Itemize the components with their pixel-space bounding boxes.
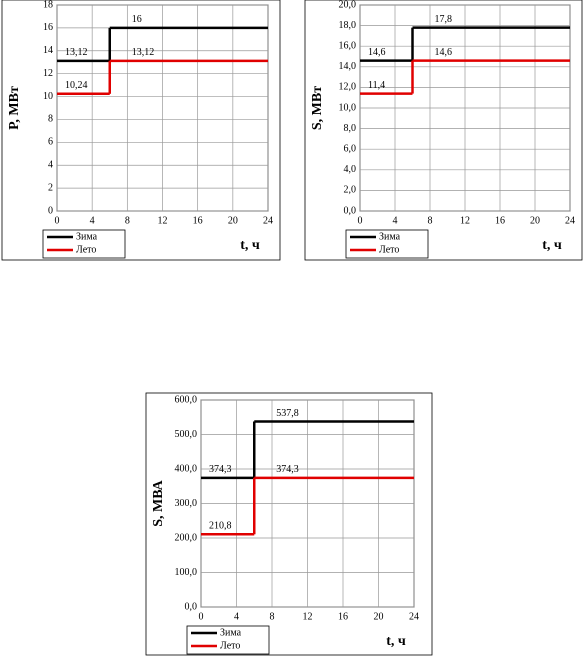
legend-label: Лето bbox=[220, 640, 240, 651]
y-tick-label: 0,0 bbox=[185, 601, 198, 612]
y-tick-label: 8,0 bbox=[344, 123, 357, 134]
x-axis-label: t, ч bbox=[240, 238, 260, 253]
x-tick-label: 12 bbox=[158, 215, 168, 226]
x-axis-label: t, ч bbox=[542, 238, 562, 253]
y-tick-label: 10,0 bbox=[339, 102, 357, 113]
y-tick-label: 16,0 bbox=[339, 40, 357, 51]
x-tick-label: 24 bbox=[565, 215, 575, 226]
x-tick-label: 4 bbox=[90, 215, 95, 226]
x-tick-label: 24 bbox=[409, 611, 419, 622]
data-label: 13,12 bbox=[65, 47, 88, 58]
x-tick-label: 8 bbox=[125, 215, 130, 226]
y-tick-label: 10 bbox=[43, 91, 53, 102]
legend-label: Зима bbox=[76, 231, 98, 242]
legend-label: Зима bbox=[379, 231, 401, 242]
legend-label: Лето bbox=[379, 244, 399, 255]
y-tick-label: 200,0 bbox=[175, 532, 198, 543]
data-label: 11,4 bbox=[368, 80, 385, 91]
data-label: 537,8 bbox=[276, 408, 299, 419]
x-tick-label: 20 bbox=[374, 611, 384, 622]
y-tick-label: 4,0 bbox=[344, 164, 357, 175]
y-tick-label: 0 bbox=[48, 205, 53, 216]
y-tick-label: 20,0 bbox=[339, 0, 357, 10]
y-tick-label: 12 bbox=[43, 68, 53, 79]
x-tick-label: 4 bbox=[393, 215, 398, 226]
legend-box bbox=[345, 229, 429, 259]
x-tick-label: 16 bbox=[495, 215, 505, 226]
y-tick-label: 18 bbox=[43, 0, 53, 10]
x-tick-label: 16 bbox=[338, 611, 348, 622]
legend-box bbox=[186, 625, 270, 655]
data-label: 13,12 bbox=[132, 47, 155, 58]
x-tick-label: 4 bbox=[234, 611, 239, 622]
data-label: 14,6 bbox=[368, 47, 386, 58]
x-tick-label: 12 bbox=[460, 215, 470, 226]
x-tick-label: 0 bbox=[199, 611, 204, 622]
y-tick-label: 6 bbox=[48, 137, 53, 148]
data-label: 17,8 bbox=[435, 14, 453, 25]
x-tick-label: 20 bbox=[228, 215, 238, 226]
y-tick-label: 6,0 bbox=[344, 143, 357, 154]
legend-label: Зима bbox=[220, 627, 242, 638]
y-tick-label: 400,0 bbox=[175, 463, 198, 474]
y-tick-label: 500,0 bbox=[175, 429, 198, 440]
chart-frame bbox=[304, 0, 583, 261]
y-tick-label: 14 bbox=[43, 45, 53, 56]
x-axis-label: t, ч bbox=[386, 634, 406, 649]
y-axis-label: S, МВА bbox=[151, 479, 166, 526]
y-tick-label: 18,0 bbox=[339, 20, 357, 31]
y-tick-label: 100,0 bbox=[175, 567, 198, 578]
x-tick-label: 20 bbox=[530, 215, 540, 226]
x-tick-label: 0 bbox=[55, 215, 60, 226]
data-label: 10,24 bbox=[65, 80, 88, 91]
x-tick-label: 24 bbox=[263, 215, 273, 226]
x-tick-label: 8 bbox=[270, 611, 275, 622]
chart-frame bbox=[145, 392, 433, 656]
y-axis-label: S, МВт bbox=[310, 86, 325, 130]
legend-label: Лето bbox=[76, 244, 96, 255]
x-tick-label: 16 bbox=[193, 215, 203, 226]
y-tick-label: 4 bbox=[48, 160, 53, 171]
y-tick-label: 600,0 bbox=[175, 394, 198, 405]
x-tick-label: 8 bbox=[428, 215, 433, 226]
data-label: 210,8 bbox=[209, 521, 232, 532]
y-tick-label: 16 bbox=[43, 22, 53, 33]
data-label: 374,3 bbox=[276, 464, 299, 475]
chart-frame bbox=[1, 0, 281, 261]
legend-box bbox=[42, 229, 126, 259]
y-tick-label: 0,0 bbox=[344, 205, 357, 216]
y-tick-label: 14,0 bbox=[339, 61, 357, 72]
x-tick-label: 12 bbox=[303, 611, 313, 622]
data-label: 374,3 bbox=[209, 464, 232, 475]
y-axis-label: P, МВт bbox=[7, 86, 22, 130]
data-label: 16 bbox=[132, 14, 142, 25]
y-tick-label: 12,0 bbox=[339, 82, 357, 93]
y-tick-label: 300,0 bbox=[175, 498, 198, 509]
x-tick-label: 0 bbox=[358, 215, 363, 226]
y-tick-label: 2 bbox=[48, 182, 53, 193]
y-tick-label: 8 bbox=[48, 114, 53, 125]
data-label: 14,6 bbox=[435, 47, 453, 58]
y-tick-label: 2,0 bbox=[344, 185, 357, 196]
